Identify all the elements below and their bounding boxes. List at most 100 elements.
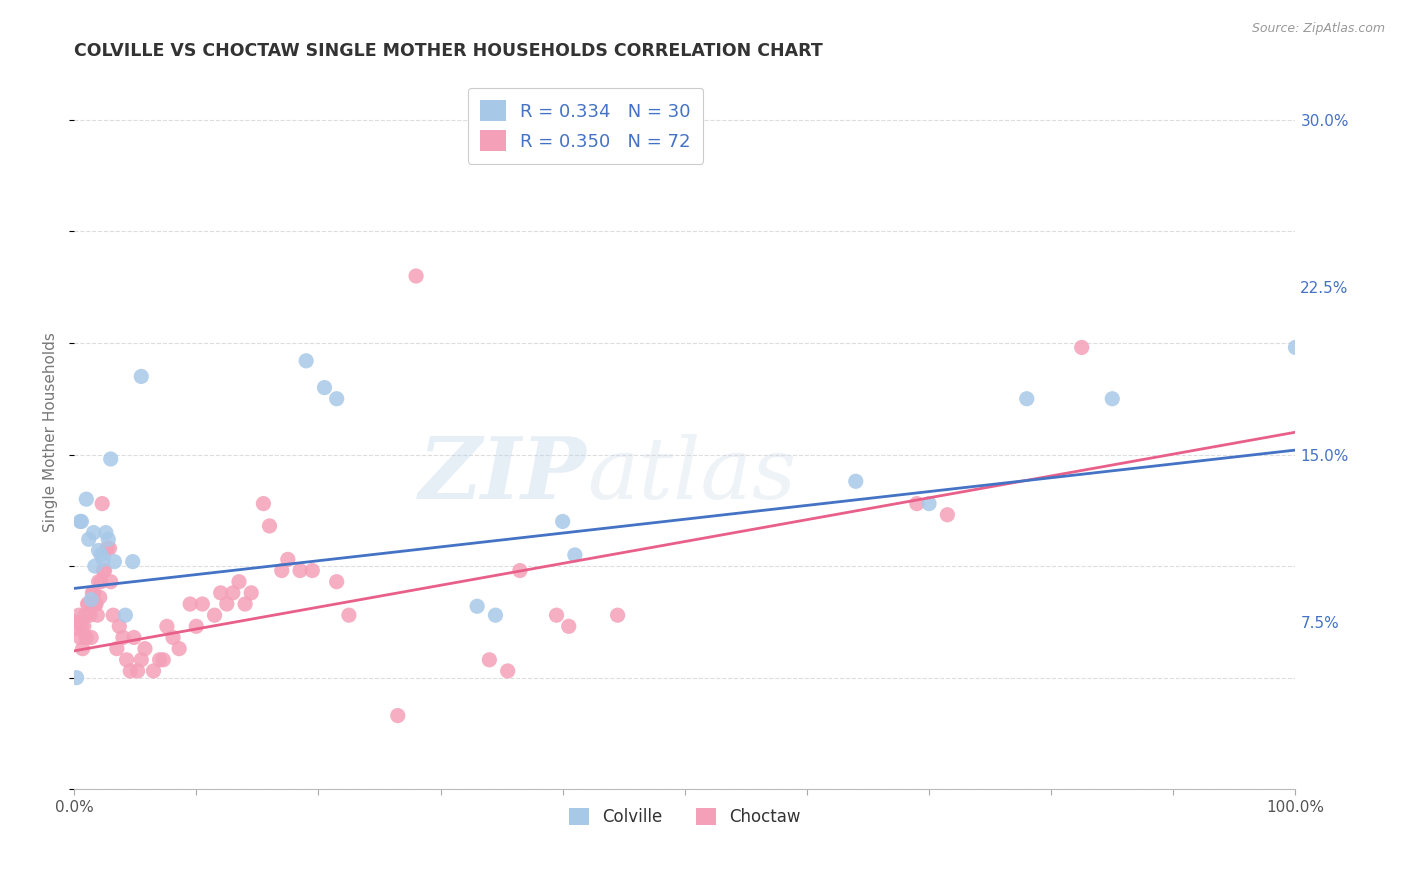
Point <box>142 664 165 678</box>
Point <box>918 497 941 511</box>
Point <box>82 586 104 600</box>
Y-axis label: Single Mother Households: Single Mother Households <box>44 333 58 533</box>
Point <box>325 392 347 406</box>
Point <box>186 619 208 633</box>
Point <box>259 519 281 533</box>
Point <box>478 653 501 667</box>
Point <box>204 608 226 623</box>
Point <box>83 559 105 574</box>
Point <box>80 592 103 607</box>
Text: atlas: atlas <box>588 434 796 516</box>
Point <box>905 497 928 511</box>
Point <box>152 653 174 667</box>
Point <box>252 497 274 511</box>
Point <box>105 641 128 656</box>
Point <box>89 591 111 605</box>
Point <box>129 369 152 384</box>
Point <box>90 574 112 589</box>
Point <box>111 631 134 645</box>
Point <box>546 608 568 623</box>
Point <box>66 622 89 636</box>
Point <box>86 608 108 623</box>
Point <box>240 586 263 600</box>
Point <box>127 664 149 678</box>
Point <box>100 574 122 589</box>
Point <box>108 619 131 633</box>
Point <box>129 653 152 667</box>
Point <box>84 597 107 611</box>
Point <box>79 608 101 623</box>
Point <box>98 541 121 556</box>
Point <box>77 597 100 611</box>
Point <box>120 664 142 678</box>
Point <box>270 564 292 578</box>
Point <box>103 555 125 569</box>
Point <box>122 631 145 645</box>
Point <box>70 515 93 529</box>
Point <box>69 631 91 645</box>
Text: ZIP: ZIP <box>419 434 588 516</box>
Point <box>606 608 628 623</box>
Point <box>83 525 105 540</box>
Point <box>67 608 90 623</box>
Point <box>96 541 118 556</box>
Point <box>1015 392 1038 406</box>
Point <box>465 599 488 614</box>
Point <box>97 533 120 547</box>
Point <box>90 548 112 562</box>
Point <box>295 353 318 368</box>
Point <box>69 515 91 529</box>
Point <box>77 533 100 547</box>
Point <box>167 641 190 656</box>
Point <box>75 631 97 645</box>
Point <box>87 543 110 558</box>
Point <box>387 708 409 723</box>
Point <box>551 515 574 529</box>
Point <box>134 641 156 656</box>
Point <box>93 564 115 578</box>
Point <box>222 586 245 600</box>
Point <box>65 671 87 685</box>
Point <box>288 564 311 578</box>
Point <box>209 586 232 600</box>
Point <box>191 597 214 611</box>
Point <box>114 608 136 623</box>
Point <box>337 608 360 623</box>
Point <box>149 653 172 667</box>
Point <box>115 653 138 667</box>
Point <box>1284 340 1306 354</box>
Point <box>70 619 93 633</box>
Point <box>73 619 96 633</box>
Point <box>179 597 201 611</box>
Point <box>1070 340 1092 354</box>
Point <box>233 597 256 611</box>
Point <box>91 497 114 511</box>
Point <box>83 597 105 611</box>
Point <box>936 508 959 522</box>
Legend: Colville, Choctaw: Colville, Choctaw <box>561 799 808 834</box>
Point <box>65 615 87 629</box>
Point <box>100 452 122 467</box>
Point <box>405 268 427 283</box>
Point <box>76 597 98 611</box>
Point <box>72 641 94 656</box>
Point <box>93 552 115 566</box>
Point <box>314 381 336 395</box>
Point <box>75 608 97 623</box>
Point <box>87 574 110 589</box>
Point <box>80 631 103 645</box>
Point <box>94 525 117 540</box>
Point <box>509 564 531 578</box>
Point <box>121 555 143 569</box>
Point <box>564 548 586 562</box>
Point <box>301 564 323 578</box>
Point <box>156 619 179 633</box>
Point <box>277 552 299 566</box>
Point <box>325 574 347 589</box>
Point <box>1101 392 1123 406</box>
Point <box>162 631 184 645</box>
Point <box>228 574 250 589</box>
Point <box>496 664 519 678</box>
Point <box>215 597 238 611</box>
Point <box>83 586 105 600</box>
